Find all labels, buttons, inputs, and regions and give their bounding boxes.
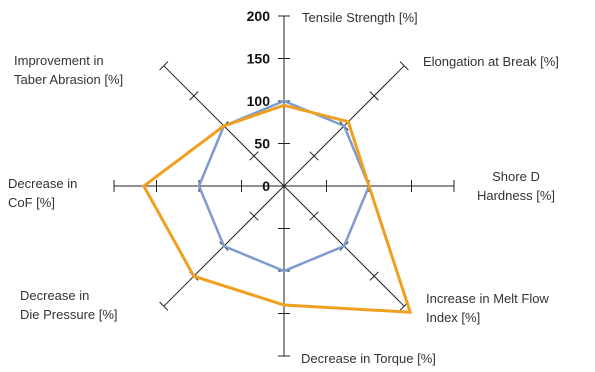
tick-mark-1-4 — [399, 61, 409, 71]
tick-mark-5-4 — [159, 301, 169, 311]
series-polygon-1 — [141, 103, 413, 314]
tick-mark-1-1 — [309, 151, 319, 161]
radar-series-layer — [141, 99, 413, 314]
radar-tick-labels: 0 50 100 150 200 — [247, 8, 271, 194]
tick-label-0: 0 — [262, 178, 270, 194]
axis-label-5: Decrease in Die Pressure [%] — [20, 288, 118, 322]
series-polygon-0 — [197, 99, 371, 273]
tick-mark-7-1 — [249, 151, 259, 161]
tick-label-1: 50 — [254, 136, 270, 152]
tick-label-3: 150 — [247, 51, 271, 67]
axis-label-7: Improvement in Taber Abrasion [%] — [14, 53, 123, 87]
tick-mark-3-1 — [309, 211, 319, 221]
tick-mark-1-3 — [369, 91, 379, 101]
axis-label-3: Increase in Melt Flow Index [%] — [426, 291, 549, 325]
radar-axis-labels: Tensile Strength [%] Elongation at Break … — [8, 10, 559, 366]
axis-label-6: Decrease in CoF [%] — [8, 176, 77, 210]
axis-label-1: Elongation at Break [%] — [423, 54, 559, 69]
tick-mark-7-3 — [189, 91, 199, 101]
tick-mark-7-4 — [159, 61, 169, 71]
axis-label-4: Decrease in Torque [%] — [301, 351, 436, 366]
tick-mark-3-3 — [369, 271, 379, 281]
axis-label-2: Shore D Hardness [%] — [477, 169, 555, 203]
axis-label-0: Tensile Strength [%] — [302, 10, 418, 25]
tick-mark-5-1 — [249, 211, 259, 221]
tick-label-4: 200 — [247, 8, 271, 24]
tick-label-2: 100 — [247, 93, 271, 109]
